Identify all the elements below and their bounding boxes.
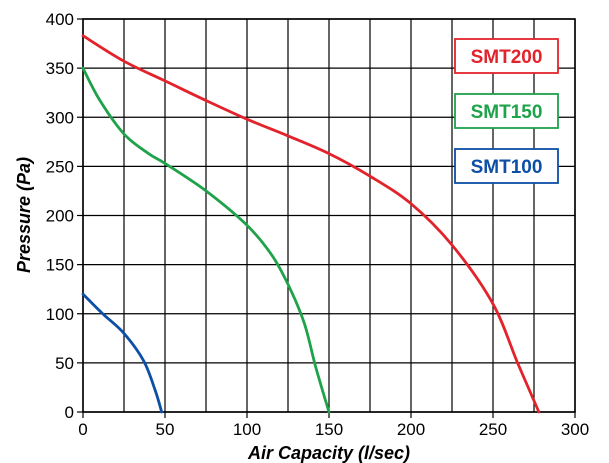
y-tick-label: 200 xyxy=(46,207,74,226)
legend-box xyxy=(454,93,559,129)
y-tick-label: 250 xyxy=(46,157,74,176)
tick-labels: 0 50 100 150 200 250 300 0 50 100 150 200 250 300 350 4… xyxy=(46,10,590,439)
y-tick-label: 100 xyxy=(46,305,74,324)
y-tick-label: 400 xyxy=(46,10,74,29)
series-lines xyxy=(81,34,541,414)
legend: SMT200 SMT150 SMT100 xyxy=(454,38,559,184)
legend-box xyxy=(454,38,559,74)
y-tick-label: 350 xyxy=(46,59,74,78)
legend-item-smt100: SMT100 xyxy=(454,148,559,184)
y-tick-label: 300 xyxy=(46,108,74,127)
legend-item-smt200: SMT200 xyxy=(454,38,559,74)
x-tick-label: 200 xyxy=(397,420,425,439)
x-tick-label: 250 xyxy=(479,420,507,439)
x-tick-label: 0 xyxy=(78,420,87,439)
legend-box xyxy=(454,148,559,184)
series-line-smt100 xyxy=(81,292,164,414)
y-tick-label: 0 xyxy=(65,403,74,422)
legend-label: SMT100 xyxy=(471,157,543,178)
series-line-smt150 xyxy=(81,66,331,414)
x-tick-label: 50 xyxy=(156,420,175,439)
legend-label: SMT200 xyxy=(471,47,543,68)
x-tick-label: 100 xyxy=(233,420,261,439)
x-tick-label: 150 xyxy=(315,420,343,439)
y-tick-label: 150 xyxy=(46,256,74,275)
y-tick-label: 50 xyxy=(55,354,74,373)
legend-item-smt150: SMT150 xyxy=(454,93,559,129)
series-line-smt200 xyxy=(81,34,541,414)
legend-label: SMT150 xyxy=(471,102,543,123)
x-axis-label: Air Capacity (l/sec) xyxy=(247,443,410,463)
y-axis-label: Pressure (Pa) xyxy=(14,157,34,273)
x-tick-label: 300 xyxy=(561,420,589,439)
